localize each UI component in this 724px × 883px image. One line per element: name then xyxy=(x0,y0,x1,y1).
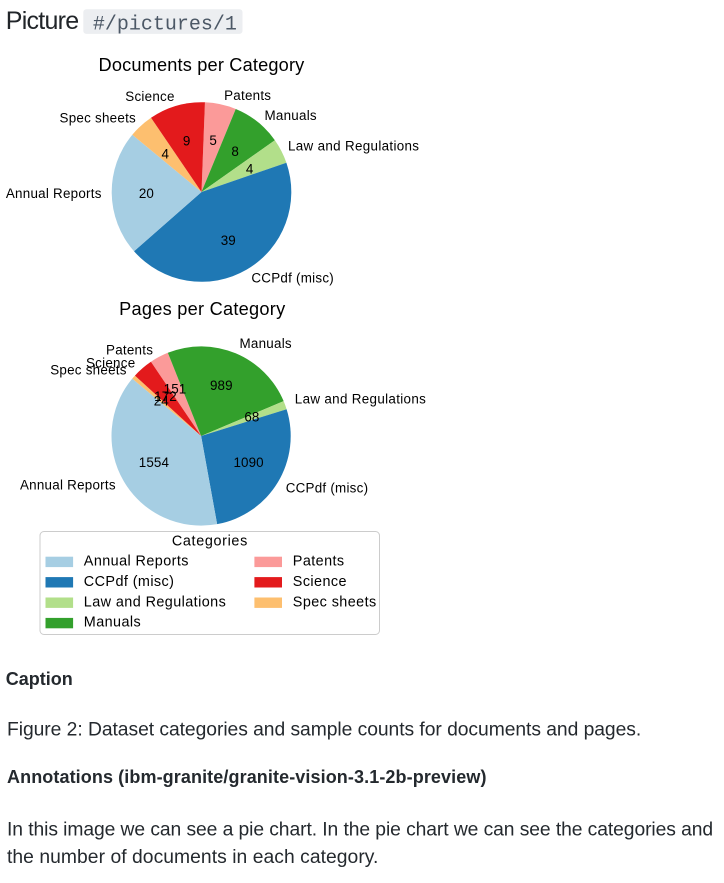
svg-text:Science: Science xyxy=(293,574,347,590)
svg-text:In this image we can see a pie: In this image we can see a pie chart. In… xyxy=(7,819,713,840)
svg-text:Patents: Patents xyxy=(293,554,345,570)
svg-text:Pages per Category: Pages per Category xyxy=(119,299,286,319)
svg-text:Law and Regulations: Law and Regulations xyxy=(295,391,426,406)
svg-text:Picture: Picture xyxy=(6,7,79,35)
svg-text:Manuals: Manuals xyxy=(84,615,141,631)
svg-text:Annual Reports: Annual Reports xyxy=(6,186,102,201)
svg-text:9: 9 xyxy=(183,134,191,149)
svg-text:Manuals: Manuals xyxy=(265,108,317,123)
svg-text:the number of documents in eac: the number of documents in each category… xyxy=(7,847,378,868)
svg-text:Science: Science xyxy=(125,89,174,104)
svg-text:39: 39 xyxy=(221,233,236,248)
svg-text:#/pictures/1: #/pictures/1 xyxy=(93,14,237,37)
svg-text:Patents: Patents xyxy=(106,342,153,357)
svg-text:Spec sheets: Spec sheets xyxy=(60,111,136,126)
svg-text:Manuals: Manuals xyxy=(240,336,292,351)
svg-text:172: 172 xyxy=(154,389,177,404)
svg-text:Law and Regulations: Law and Regulations xyxy=(288,139,419,154)
svg-text:Caption: Caption xyxy=(6,669,73,689)
svg-text:4: 4 xyxy=(162,146,170,161)
svg-text:8: 8 xyxy=(231,144,239,159)
svg-text:1090: 1090 xyxy=(233,455,263,470)
svg-text:989: 989 xyxy=(210,378,233,393)
svg-text:151: 151 xyxy=(164,381,187,396)
svg-text:24: 24 xyxy=(154,393,170,408)
svg-text:Patents: Patents xyxy=(224,88,271,103)
svg-text:Annotations (ibm-granite/grani: Annotations (ibm-granite/granite-vision-… xyxy=(7,767,487,787)
svg-text:Annual Reports: Annual Reports xyxy=(20,477,116,492)
svg-text:Spec sheets: Spec sheets xyxy=(293,594,377,610)
svg-text:CCPdf (misc): CCPdf (misc) xyxy=(251,271,334,286)
svg-text:Annual Reports: Annual Reports xyxy=(84,554,189,570)
svg-text:Documents per Category: Documents per Category xyxy=(99,55,306,75)
svg-text:CCPdf (misc): CCPdf (misc) xyxy=(84,574,175,590)
svg-text:1554: 1554 xyxy=(139,455,170,470)
svg-text:68: 68 xyxy=(244,410,259,425)
svg-text:Science: Science xyxy=(86,356,135,371)
svg-text:CCPdf (misc): CCPdf (misc) xyxy=(286,480,369,495)
svg-text:Spec sheets: Spec sheets xyxy=(50,363,126,378)
svg-text:Law and Regulations: Law and Regulations xyxy=(84,594,226,610)
svg-text:20: 20 xyxy=(139,186,154,201)
svg-text:4: 4 xyxy=(246,162,254,177)
svg-text:Figure 2: Dataset categories a: Figure 2: Dataset categories and sample … xyxy=(7,719,641,740)
svg-text:Categories: Categories xyxy=(172,533,248,549)
svg-text:5: 5 xyxy=(209,133,217,148)
